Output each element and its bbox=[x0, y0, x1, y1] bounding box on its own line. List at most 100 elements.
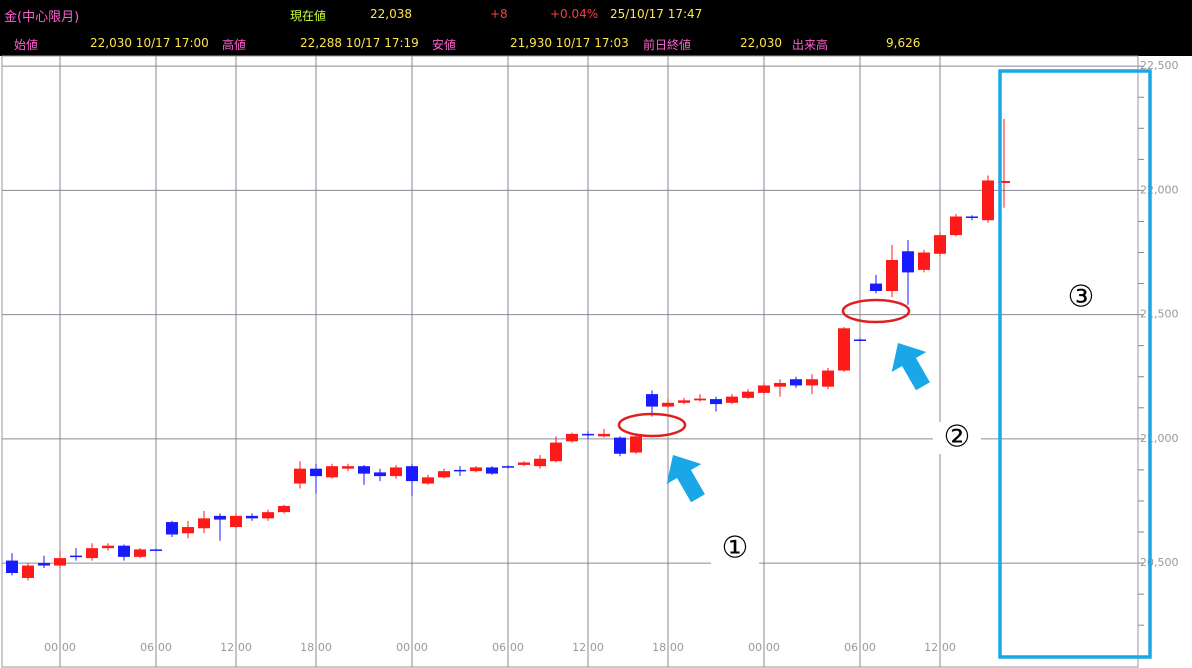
candle-body bbox=[294, 468, 306, 484]
candle-body bbox=[582, 433, 594, 436]
candle-body bbox=[934, 235, 946, 254]
candle-body bbox=[246, 515, 258, 519]
candle-body bbox=[886, 259, 898, 292]
value: 22,030 10/17 17:00 bbox=[90, 36, 209, 50]
candle-body bbox=[598, 433, 610, 437]
candle-body bbox=[838, 328, 850, 371]
candle-body bbox=[726, 396, 738, 403]
instrument: 金(中心限月) bbox=[4, 10, 80, 25]
label: 高値 bbox=[222, 38, 247, 52]
candle-body bbox=[182, 527, 194, 534]
candle-body bbox=[326, 466, 338, 478]
candle-body bbox=[950, 216, 962, 236]
value: 22,288 10/17 17:19 bbox=[300, 36, 419, 50]
arrow bbox=[891, 343, 930, 391]
candle-body bbox=[630, 436, 642, 453]
candle-body bbox=[390, 467, 402, 477]
candle-body bbox=[342, 466, 354, 469]
value: 9,626 bbox=[886, 36, 921, 50]
candle-body bbox=[102, 545, 114, 549]
label: 出来高 bbox=[792, 38, 829, 52]
candle-body bbox=[742, 391, 754, 398]
candle-body bbox=[982, 180, 994, 221]
candle-body bbox=[6, 560, 18, 574]
annotation-bg bbox=[1057, 282, 1105, 314]
candle-body bbox=[870, 283, 882, 292]
label: 現在値 bbox=[290, 9, 327, 23]
candle-body bbox=[374, 472, 386, 477]
plot-frame bbox=[1, 55, 1139, 668]
annotation-bg bbox=[711, 533, 759, 565]
candle-body bbox=[166, 522, 178, 535]
candle-body bbox=[38, 563, 50, 566]
candle-body bbox=[918, 252, 930, 270]
candle-body bbox=[358, 466, 370, 474]
value: 25/10/17 17:47 bbox=[610, 7, 703, 21]
candle-body bbox=[310, 468, 322, 477]
candle-body bbox=[518, 462, 530, 465]
candle-body bbox=[566, 433, 578, 442]
candle-body bbox=[710, 399, 722, 405]
highlight-ellipse bbox=[841, 298, 911, 324]
candle-body bbox=[406, 466, 418, 482]
annotation: ① bbox=[722, 531, 749, 566]
candle-body bbox=[998, 180, 1010, 183]
candle-body bbox=[214, 515, 226, 520]
x-tick-label: 00:00 bbox=[748, 641, 780, 654]
value: 22,030 bbox=[740, 36, 782, 50]
candle-body bbox=[438, 471, 450, 478]
x-tick-label: 00:00 bbox=[396, 641, 428, 654]
candle-body bbox=[454, 469, 466, 472]
candle-body bbox=[22, 565, 34, 578]
candle-body bbox=[614, 437, 626, 454]
candle-body bbox=[966, 216, 978, 218]
y-tick-label: 22,000 bbox=[1140, 183, 1179, 196]
candle-body bbox=[822, 370, 834, 387]
candle-body bbox=[854, 339, 866, 341]
candle-body bbox=[902, 251, 914, 273]
candle-body bbox=[470, 467, 482, 472]
label: 始値 bbox=[14, 38, 39, 52]
candle-body bbox=[694, 398, 706, 401]
annotation-bg bbox=[933, 422, 981, 454]
y-tick-label: 20,500 bbox=[1140, 556, 1179, 569]
candle-body bbox=[150, 549, 162, 551]
candle-body bbox=[422, 477, 434, 484]
arrow bbox=[666, 455, 705, 503]
x-tick-label: 00:00 bbox=[44, 641, 76, 654]
candle-body bbox=[806, 379, 818, 386]
candle-body bbox=[758, 385, 770, 393]
candle-body bbox=[662, 402, 674, 407]
candle-body bbox=[502, 466, 514, 468]
x-tick-label: 12:00 bbox=[572, 641, 604, 654]
annotation: ③ bbox=[1068, 280, 1095, 315]
x-tick-label: 06:00 bbox=[140, 641, 172, 654]
candle-body bbox=[134, 549, 146, 557]
x-tick-label: 06:00 bbox=[492, 641, 524, 654]
candle-body bbox=[678, 400, 690, 403]
focus-box bbox=[998, 69, 1152, 659]
value: 21,930 10/17 17:03 bbox=[510, 36, 629, 50]
candle-body bbox=[534, 458, 546, 467]
candle-body bbox=[646, 394, 658, 407]
value: +0.04% bbox=[550, 7, 599, 21]
annotation: ② bbox=[944, 420, 971, 455]
x-tick-label: 18:00 bbox=[300, 641, 332, 654]
x-tick-label: 18:00 bbox=[652, 641, 684, 654]
candle-body bbox=[70, 555, 82, 558]
label: 安値 bbox=[432, 38, 457, 52]
y-tick-label: 21,000 bbox=[1140, 432, 1179, 445]
candle-body bbox=[550, 442, 562, 462]
candle-body bbox=[790, 379, 802, 386]
x-tick-label: 12:00 bbox=[220, 641, 252, 654]
value: 22,038 bbox=[370, 7, 412, 21]
x-tick-label: 12:00 bbox=[924, 641, 956, 654]
label: 前日終値 bbox=[643, 38, 692, 52]
candle-body bbox=[230, 515, 242, 528]
x-tick-label: 06:00 bbox=[844, 641, 876, 654]
value: +8 bbox=[490, 7, 508, 21]
candle-body bbox=[118, 545, 130, 557]
candle-body bbox=[198, 518, 210, 529]
